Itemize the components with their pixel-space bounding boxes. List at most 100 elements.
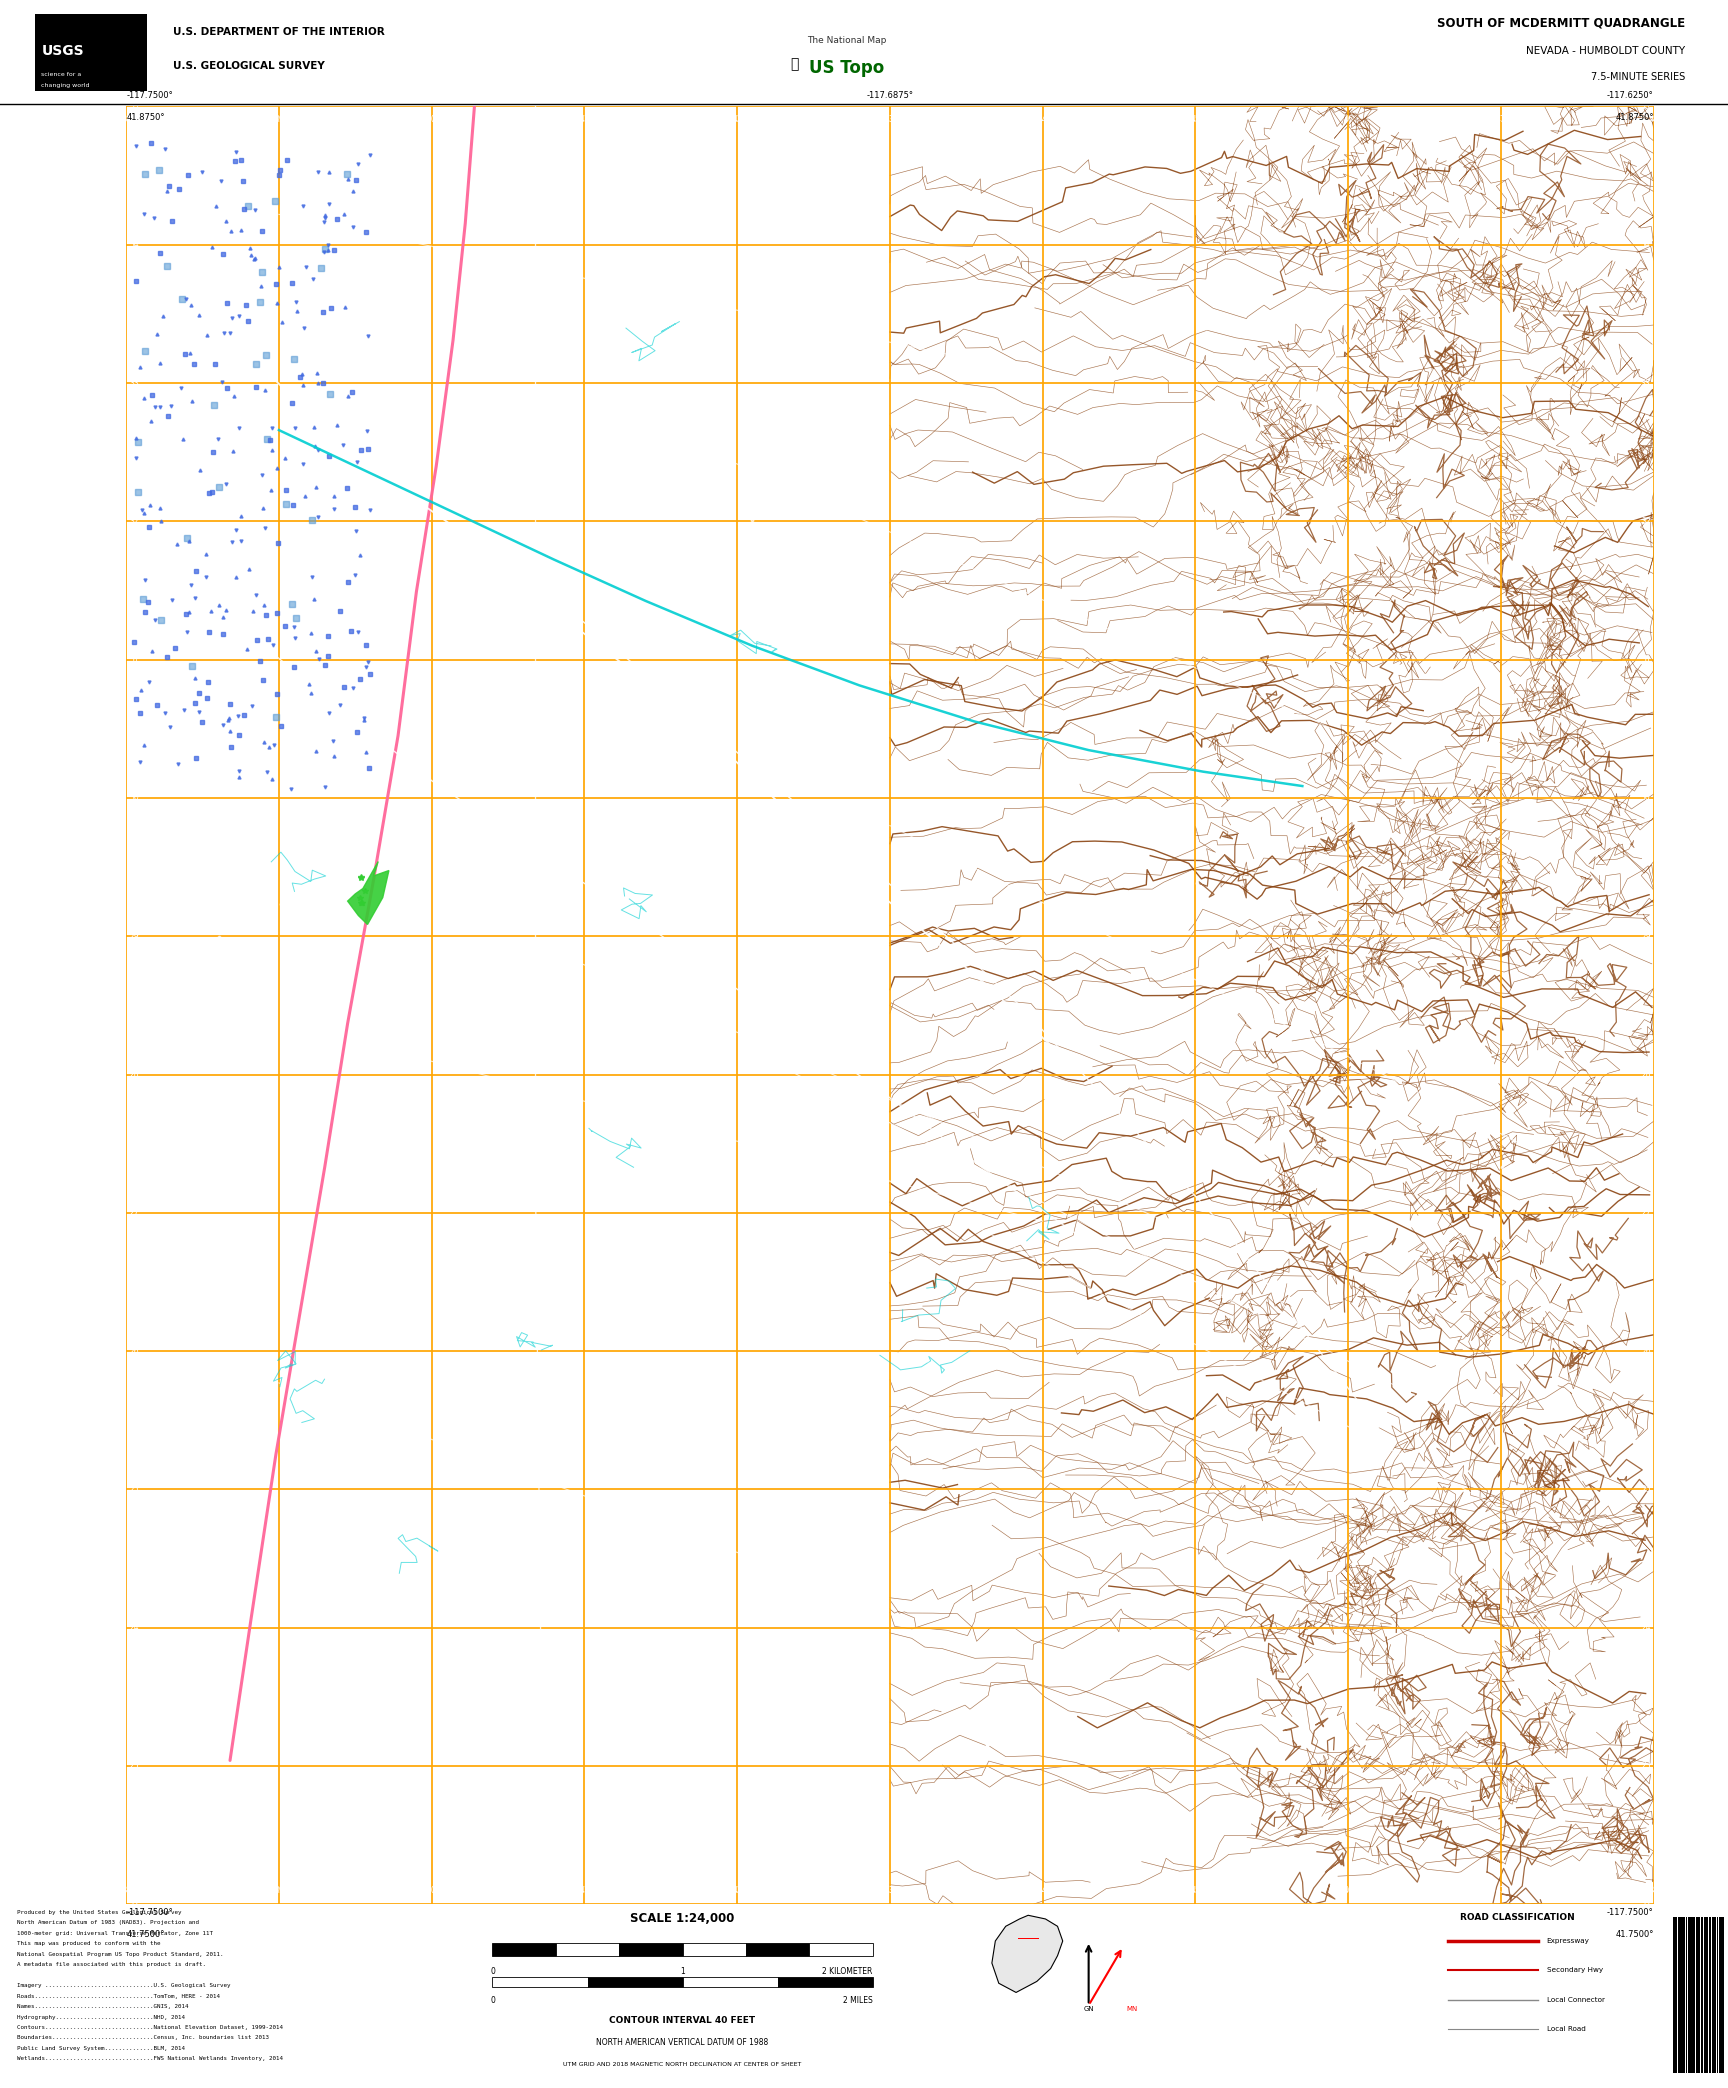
Text: 2 KILOMETER: 2 KILOMETER [823, 1967, 873, 1975]
Bar [588, 1977, 683, 1988]
Text: 29: 29 [130, 931, 138, 942]
Text: 23: 23 [130, 1762, 138, 1771]
Text: 41.8750°: 41.8750° [126, 113, 164, 121]
Text: 46: 46 [1343, 1885, 1353, 1896]
Text: Produced by the United States Geological Survey: Produced by the United States Geological… [17, 1911, 181, 1915]
Text: 22: 22 [130, 1900, 138, 1908]
Text: Local Road: Local Road [1547, 2025, 1585, 2032]
Text: 32: 32 [130, 518, 138, 526]
Text: 41.8750°: 41.8750° [1616, 113, 1654, 121]
Text: 34: 34 [130, 240, 138, 248]
Text: SOUTH OF MCDERMITT QUADRANGLE: SOUTH OF MCDERMITT QUADRANGLE [1436, 17, 1685, 29]
Bar [1716, 1917, 1718, 2073]
Text: This map was produced to conform with the: This map was produced to conform with th… [17, 1942, 161, 1946]
Text: 26: 26 [1642, 1347, 1650, 1355]
Text: 35: 35 [1642, 102, 1650, 111]
Bar [35, 15, 147, 90]
Text: 47: 47 [1496, 1885, 1505, 1896]
Text: 30: 30 [1642, 793, 1650, 802]
Text: 43: 43 [885, 115, 895, 125]
Text: 41: 41 [579, 115, 589, 125]
Text: 41.7500°: 41.7500° [126, 1929, 164, 1940]
Text: 41: 41 [579, 1885, 589, 1896]
Text: 1000-meter grid: Universal Transverse Mercator, Zone 11T: 1000-meter grid: Universal Transverse Me… [17, 1931, 213, 1936]
Text: 24: 24 [130, 1622, 138, 1633]
Bar [809, 1942, 873, 1956]
Text: Secondary Hwy: Secondary Hwy [1547, 1967, 1602, 1973]
Text: 48: 48 [1649, 1885, 1659, 1896]
Text: U.S. GEOLOGICAL SURVEY: U.S. GEOLOGICAL SURVEY [173, 61, 325, 71]
Text: 40: 40 [427, 115, 437, 125]
Text: 40: 40 [427, 1885, 437, 1896]
Text: 46: 46 [1343, 115, 1353, 125]
Text: The National Map: The National Map [807, 35, 886, 46]
Text: Public Land Survey System..............BLM, 2014: Public Land Survey System..............B… [17, 2046, 185, 2050]
Text: 26: 26 [130, 1347, 138, 1355]
Text: 34: 34 [1642, 240, 1650, 248]
Bar [778, 1977, 873, 1988]
Text: 38: 38 [121, 1885, 131, 1896]
Text: 43: 43 [885, 1885, 895, 1896]
Text: ROAD CLASSIFICATION: ROAD CLASSIFICATION [1460, 1913, 1574, 1923]
Polygon shape [992, 1915, 1063, 1992]
Text: USGS: USGS [41, 44, 85, 58]
Text: 0: 0 [491, 1996, 494, 2004]
Text: 25: 25 [1642, 1485, 1650, 1493]
Text: CONTOUR INTERVAL 40 FEET: CONTOUR INTERVAL 40 FEET [610, 2015, 755, 2025]
Text: NEVADA - HUMBOLDT COUNTY: NEVADA - HUMBOLDT COUNTY [1526, 46, 1685, 56]
Text: Boundaries.............................Census, Inc. boundaries list 2013: Boundaries.............................C… [17, 2036, 270, 2040]
Bar [1711, 1917, 1714, 2073]
Bar [1693, 1917, 1695, 2073]
Text: National Geospatial Program US Topo Product Standard, 2011.: National Geospatial Program US Topo Prod… [17, 1952, 225, 1956]
Bar [1706, 1917, 1707, 2073]
Text: U.S. DEPARTMENT OF THE INTERIOR: U.S. DEPARTMENT OF THE INTERIOR [173, 27, 385, 38]
Text: 31: 31 [130, 656, 138, 664]
Text: 25: 25 [130, 1485, 138, 1493]
Text: 42: 42 [733, 115, 741, 125]
Bar [1714, 1917, 1716, 2073]
Bar [1688, 1917, 1692, 2073]
Bar [556, 1942, 619, 1956]
Text: MN: MN [1127, 2007, 1137, 2013]
Bar [1680, 1917, 1683, 2073]
Text: 33: 33 [1642, 378, 1650, 388]
Text: Contours...............................National Elevation Dataset, 1999-2014: Contours...............................N… [17, 2025, 283, 2030]
Bar [492, 1942, 556, 1956]
Bar [1690, 1917, 1692, 2073]
Text: Hydrography............................NHD, 2014: Hydrography............................N… [17, 2015, 185, 2019]
Text: 30: 30 [130, 793, 138, 802]
Text: 39: 39 [275, 1885, 283, 1896]
Text: 41.7500°: 41.7500° [1616, 1929, 1654, 1940]
Text: 31: 31 [1642, 656, 1650, 664]
Text: A metadata file associated with this product is draft.: A metadata file associated with this pro… [17, 1963, 206, 1967]
Text: 44: 44 [1039, 115, 1047, 125]
Text: 38: 38 [121, 115, 131, 125]
Text: -117.7500°: -117.7500° [126, 92, 173, 100]
Bar [1709, 1917, 1711, 2073]
Text: 44: 44 [1039, 1885, 1047, 1896]
Bar [1695, 1917, 1699, 2073]
Text: -117.7500°: -117.7500° [1607, 1908, 1654, 1917]
Text: 22: 22 [1642, 1900, 1650, 1908]
Bar [683, 1977, 778, 1988]
Text: changing world: changing world [41, 84, 90, 88]
Bar [1719, 1917, 1723, 2073]
Text: NORTH AMERICAN VERTICAL DATUM OF 1988: NORTH AMERICAN VERTICAL DATUM OF 1988 [596, 2038, 769, 2046]
Bar [619, 1942, 683, 1956]
Text: Expressway: Expressway [1547, 1938, 1590, 1944]
Bar [1699, 1917, 1700, 2073]
Text: Local Connector: Local Connector [1547, 1996, 1605, 2002]
Text: 27: 27 [1642, 1209, 1650, 1217]
Text: 0: 0 [491, 1967, 494, 1975]
Polygon shape [347, 862, 389, 925]
Text: 33: 33 [130, 378, 138, 388]
Bar [492, 1977, 588, 1988]
Text: GN: GN [1083, 2007, 1094, 2013]
Text: 47: 47 [1496, 115, 1505, 125]
Text: 28: 28 [1642, 1069, 1650, 1079]
Text: 29: 29 [1642, 931, 1650, 942]
Text: North American Datum of 1983 (NAD83). Projection and: North American Datum of 1983 (NAD83). Pr… [17, 1921, 199, 1925]
Text: science for a: science for a [41, 73, 81, 77]
Bar [1673, 1917, 1676, 2073]
Text: 28: 28 [130, 1069, 138, 1079]
